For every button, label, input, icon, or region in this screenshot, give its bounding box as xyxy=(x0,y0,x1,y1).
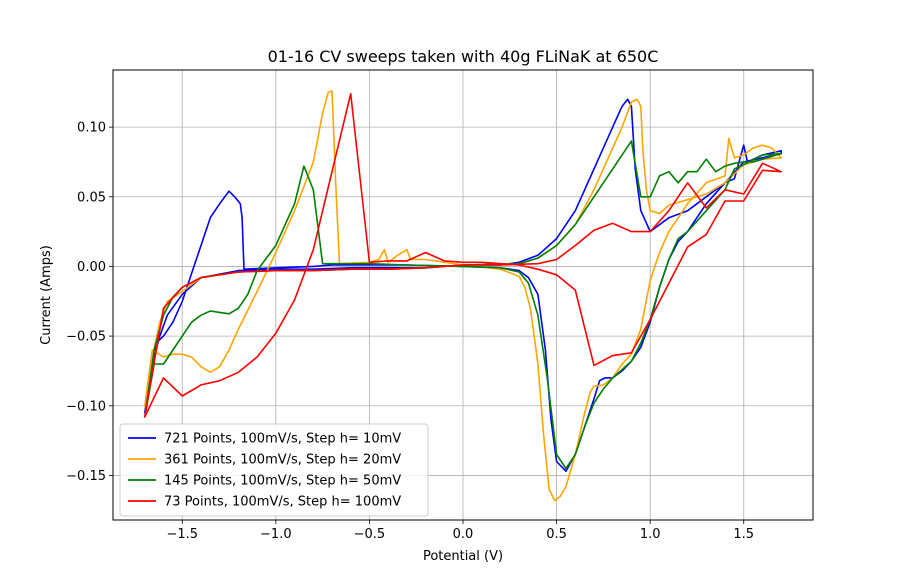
legend-entry: 721 Points, 100mV/s, Step h= 10mV xyxy=(164,432,401,447)
x-tick-label: 1.0 xyxy=(640,527,661,542)
series-line xyxy=(144,92,783,418)
y-tick-label: 0.10 xyxy=(77,121,106,136)
legend-box xyxy=(119,423,429,517)
y-axis: −0.15 −0.10 −0.05 0.00 0.05 0.10 xyxy=(66,121,113,484)
chart-title: 01-16 CV sweeps taken with 40g FLiNaK at… xyxy=(268,47,659,66)
y-tick-label: 0.05 xyxy=(77,190,106,205)
series-line xyxy=(144,90,783,502)
grid-lines xyxy=(113,70,813,520)
x-tick-label: 0.5 xyxy=(546,527,567,542)
y-tick-label: −0.15 xyxy=(66,469,106,484)
x-tick-label: −1.5 xyxy=(166,527,198,542)
x-axis: −1.5 −1.0 −0.5 0.0 0.5 1.0 1.5 xyxy=(166,520,754,542)
x-tick-label: −0.5 xyxy=(354,527,386,542)
x-tick-label: 0.0 xyxy=(453,527,474,542)
x-tick-label: 1.5 xyxy=(733,527,754,542)
x-axis-label: Potential (V) xyxy=(423,549,503,564)
series-line xyxy=(144,140,783,470)
legend-entry: 361 Points, 100mV/s, Step h= 20mV xyxy=(164,453,401,468)
y-tick-label: −0.05 xyxy=(66,330,106,345)
y-tick-label: −0.10 xyxy=(66,399,106,414)
y-axis-label: Current (Amps) xyxy=(39,245,54,345)
legend: 721 Points, 100mV/s, Step h= 10mV 361 Poi… xyxy=(119,423,429,517)
legend-entry: 145 Points, 100mV/s, Step h= 50mV xyxy=(164,474,401,489)
y-tick-label: 0.00 xyxy=(77,260,106,275)
legend-entry: 73 Points, 100mV/s, Step h= 100mV xyxy=(164,495,401,510)
series-layer xyxy=(144,90,783,502)
x-tick-label: −1.0 xyxy=(260,527,292,542)
series-line xyxy=(144,98,783,473)
